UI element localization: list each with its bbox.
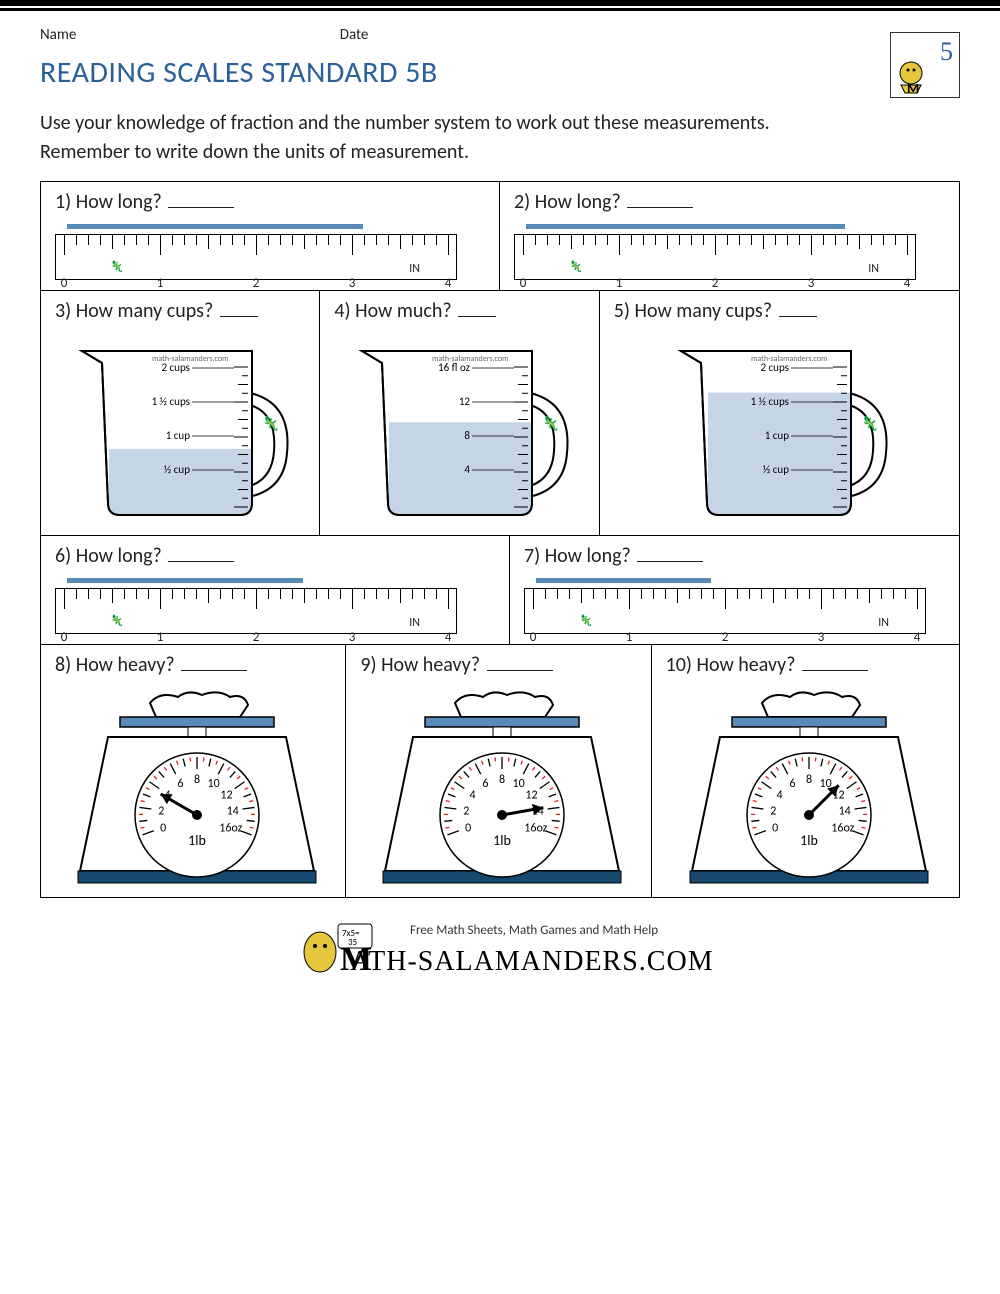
svg-text:10: 10	[513, 777, 525, 791]
svg-text:6: 6	[177, 777, 183, 791]
svg-text:1 ½ cups: 1 ½ cups	[751, 395, 789, 408]
scale-q9: 0246810121416oz1lb	[360, 683, 640, 887]
page-top-border	[0, 0, 1000, 8]
svg-text:M: M	[907, 80, 919, 97]
cell-q8: 8) How heavy? 0246810121416oz1lb	[41, 645, 346, 897]
svg-text:8: 8	[194, 773, 200, 787]
q9-label: 9) How heavy?	[360, 653, 640, 677]
q4-label: 4) How much?	[334, 299, 588, 323]
footer-tagline: Free Math Sheets, Math Games and Math He…	[410, 923, 658, 938]
svg-text:16oz: 16oz	[525, 821, 548, 835]
scale-q10: 0246810121416oz1lb	[666, 683, 949, 887]
footer-logo: 7x5= 35 Free Math Sheets, Math Games and…	[240, 912, 760, 990]
instructions-text: Use your knowledge of fraction and the n…	[40, 109, 820, 167]
ruler-q1: 01234IN🦎	[55, 220, 489, 280]
ruler-q7: 01234IN🦎	[524, 574, 949, 634]
name-label: Name	[40, 26, 76, 44]
svg-text:4: 4	[470, 788, 476, 802]
grade-number: 5	[940, 37, 953, 67]
svg-text:14: 14	[839, 804, 851, 818]
q2-label: 2) How long?	[514, 190, 949, 214]
name-date-row: Name Date	[40, 26, 960, 44]
q3-label: 3) How many cups?	[55, 299, 309, 323]
svg-text:12: 12	[458, 395, 470, 408]
svg-text:M: M	[340, 941, 372, 978]
scale-q8: 0246810121416oz1lb	[55, 683, 335, 887]
svg-text:🦎: 🦎	[262, 415, 279, 432]
svg-text:0: 0	[772, 821, 778, 835]
cup-q5: 2 cups1 ½ cups1 cup½ cupmath-salamanders…	[614, 329, 949, 525]
svg-text:1 cup: 1 cup	[765, 429, 789, 442]
cell-q9: 9) How heavy? 0246810121416oz1lb	[346, 645, 651, 897]
page-title: READING SCALES STANDARD 5B	[40, 54, 438, 91]
question-grid: 1) How long? 01234IN🦎 2) How long? 01234…	[40, 181, 960, 898]
svg-text:1lb: 1lb	[494, 832, 512, 849]
cell-q1: 1) How long? 01234IN🦎	[41, 182, 500, 290]
svg-text:math-salamanders.com: math-salamanders.com	[152, 354, 228, 364]
svg-text:2: 2	[464, 804, 470, 818]
svg-text:4: 4	[777, 788, 783, 802]
cup-q4: 16 fl oz1284math-salamanders.com🦎	[334, 329, 588, 525]
svg-text:8: 8	[499, 773, 505, 787]
q8-label: 8) How heavy?	[55, 653, 335, 677]
svg-text:1 ½ cups: 1 ½ cups	[152, 395, 190, 408]
q7-label: 7) How long?	[524, 544, 949, 568]
svg-text:4: 4	[464, 463, 470, 476]
svg-text:12: 12	[221, 788, 233, 802]
ruler-q6: 01234IN🦎	[55, 574, 499, 634]
ruler-q2: 01234IN🦎	[514, 220, 949, 280]
svg-text:math-salamanders.com: math-salamanders.com	[751, 354, 827, 364]
grade-badge: M 5	[890, 32, 960, 98]
svg-text:6: 6	[483, 777, 489, 791]
svg-text:🦎: 🦎	[542, 415, 559, 432]
cell-q2: 2) How long? 01234IN🦎	[500, 182, 959, 290]
svg-text:2: 2	[771, 804, 777, 818]
svg-text:½ cup: ½ cup	[763, 463, 789, 476]
cell-q10: 10) How heavy? 0246810121416oz1lb	[652, 645, 959, 897]
footer: 7x5= 35 Free Math Sheets, Math Games and…	[40, 912, 960, 995]
svg-text:6: 6	[790, 777, 796, 791]
svg-text:12: 12	[526, 788, 538, 802]
svg-text:16oz: 16oz	[219, 821, 242, 835]
svg-text:14: 14	[227, 804, 239, 818]
svg-text:10: 10	[208, 777, 220, 791]
svg-text:1 cup: 1 cup	[166, 429, 190, 442]
worksheet-page: Name Date READING SCALES STANDARD 5B M 5…	[40, 26, 960, 995]
cell-q5: 5) How many cups? 2 cups1 ½ cups1 cup½ c…	[600, 291, 959, 535]
svg-text:0: 0	[160, 821, 166, 835]
date-label: Date	[340, 26, 369, 44]
svg-text:math-salamanders.com: math-salamanders.com	[432, 354, 508, 364]
svg-text:½ cup: ½ cup	[164, 463, 190, 476]
q6-label: 6) How long?	[55, 544, 499, 568]
cell-q3: 3) How many cups? 2 cups1 ½ cups1 cup½ c…	[41, 291, 320, 535]
footer-brand: ATH-SALAMANDERS.COM	[350, 946, 714, 977]
cell-q4: 4) How much? 16 fl oz1284math-salamander…	[320, 291, 599, 535]
cell-q6: 6) How long? 01234IN🦎	[41, 536, 510, 644]
svg-text:1lb: 1lb	[800, 832, 818, 849]
cell-q7: 7) How long? 01234IN🦎	[510, 536, 959, 644]
svg-text:16oz: 16oz	[832, 821, 855, 835]
cup-q3: 2 cups1 ½ cups1 cup½ cupmath-salamanders…	[55, 329, 309, 525]
svg-text:8: 8	[806, 773, 812, 787]
svg-text:1lb: 1lb	[188, 832, 206, 849]
svg-text:0: 0	[466, 821, 472, 835]
svg-text:8: 8	[464, 429, 470, 442]
svg-text:2: 2	[158, 804, 164, 818]
q1-label: 1) How long?	[55, 190, 489, 214]
q5-label: 5) How many cups?	[614, 299, 949, 323]
q10-label: 10) How heavy?	[666, 653, 949, 677]
svg-text:🦎: 🦎	[861, 415, 878, 432]
